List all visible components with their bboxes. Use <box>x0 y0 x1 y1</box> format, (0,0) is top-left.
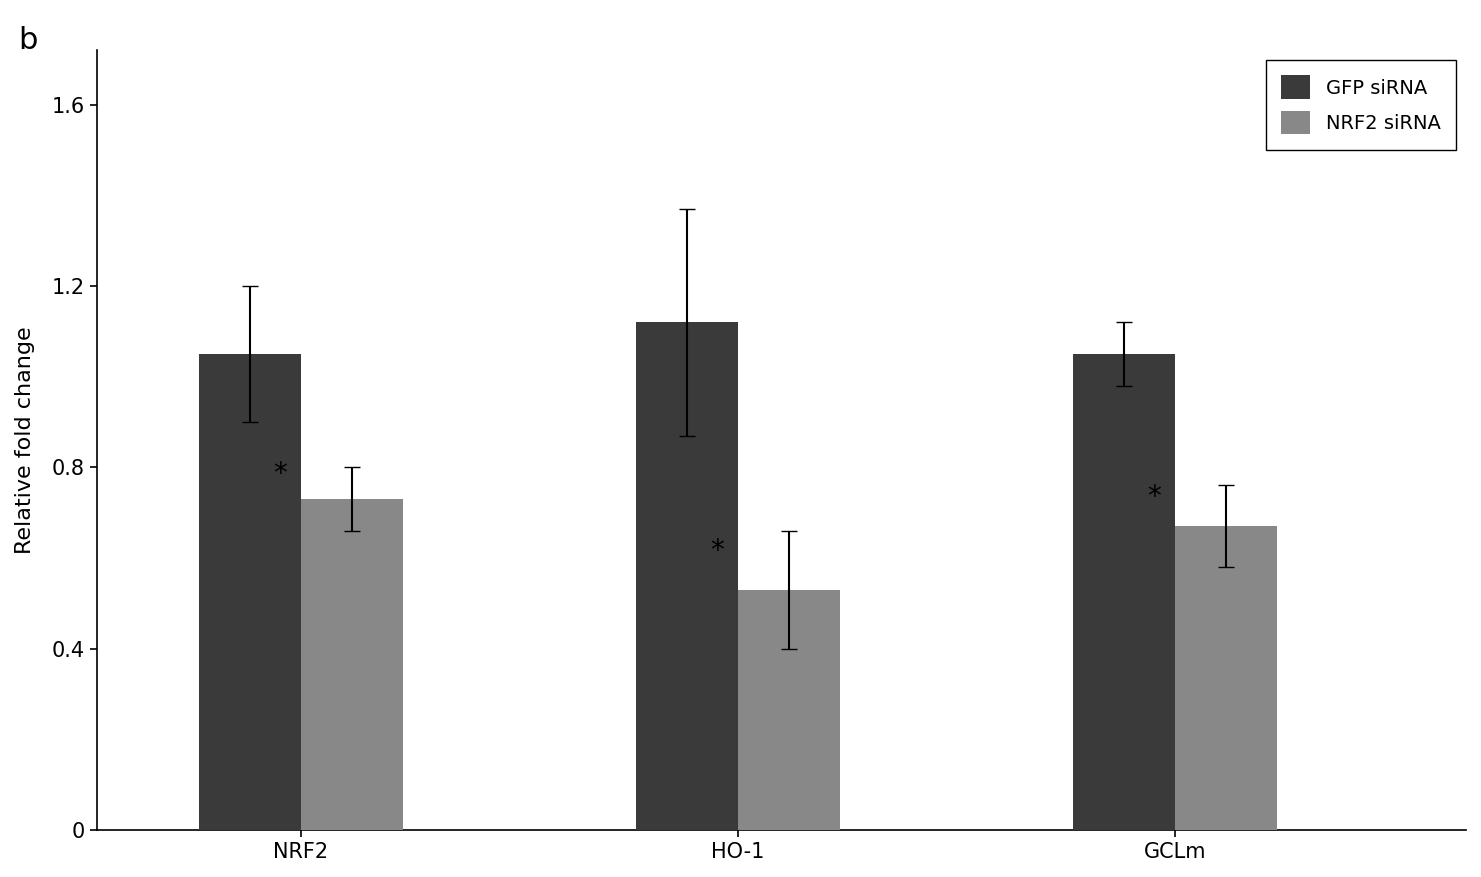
Bar <box>198 354 301 831</box>
Text: *: * <box>274 460 287 488</box>
Text: b: b <box>18 26 37 55</box>
Bar <box>1072 354 1174 831</box>
Text: *: * <box>711 538 724 566</box>
Bar <box>1174 526 1277 831</box>
Bar <box>635 322 738 831</box>
Legend: GFP siRNA, NRF2 siRNA: GFP siRNA, NRF2 siRNA <box>1266 60 1456 150</box>
Bar <box>738 590 840 831</box>
Y-axis label: Relative fold change: Relative fold change <box>15 326 36 554</box>
Text: *: * <box>1148 483 1161 510</box>
Bar <box>301 499 403 831</box>
